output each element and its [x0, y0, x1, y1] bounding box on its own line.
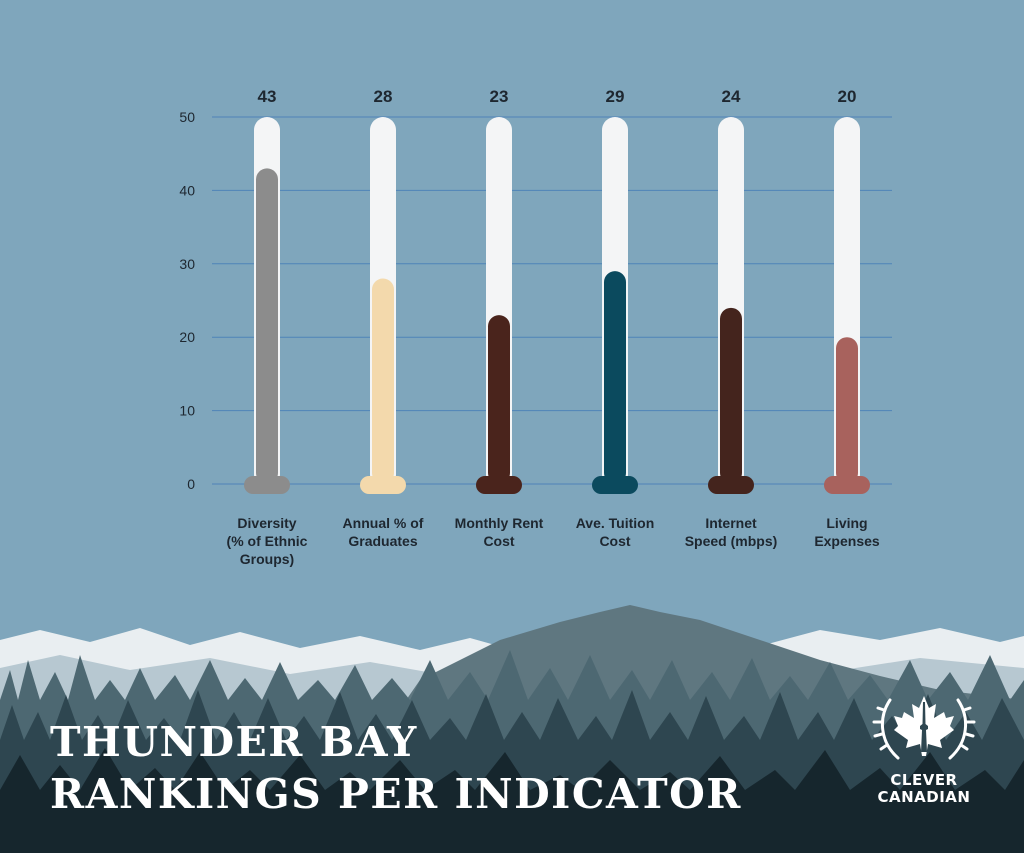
data-label: 23: [490, 87, 509, 106]
bar: [720, 307, 742, 484]
gridlines: [212, 116, 892, 485]
brand-line-2: CANADIAN: [877, 788, 971, 806]
category-label-line: Internet: [705, 515, 757, 531]
data-label: 24: [722, 87, 741, 106]
category-label-line: Monthly Rent: [455, 515, 544, 531]
bar: [488, 315, 510, 484]
data-label: 28: [374, 87, 393, 106]
bar: [256, 168, 278, 484]
clever-canadian-logo: [872, 696, 976, 760]
mountain-landscape: [0, 605, 1024, 853]
category-label: Internet Speed (mbps): [685, 515, 778, 549]
data-label: 20: [838, 87, 857, 106]
bar-base: [476, 476, 522, 494]
category-label-line: Speed (mbps): [685, 533, 778, 549]
y-tick-label: 30: [179, 256, 195, 272]
bar: [604, 271, 626, 484]
y-tick-label: 0: [187, 476, 195, 492]
category-label-line: Ave. Tuition: [576, 515, 655, 531]
bar-base: [708, 476, 754, 494]
category-label: Annual % of Graduates: [343, 515, 424, 549]
brand-name: CLEVER CANADIAN: [868, 772, 980, 806]
category-label-line: Diversity: [237, 515, 296, 531]
category-label-line: Living: [826, 515, 867, 531]
infographic-title: THUNDER BAY RANKINGS PER INDICATOR: [50, 716, 742, 820]
bar: [836, 337, 858, 484]
category-labels: Diversity (% of Ethnic Groups) Annual % of G…: [227, 515, 880, 567]
category-label: Ave. Tuition Cost: [576, 515, 655, 549]
foreground-forest: [0, 748, 1024, 853]
cn-tower-icon: [920, 702, 928, 752]
category-label: Diversity (% of Ethnic Groups): [227, 515, 308, 567]
title-line-2: RANKINGS PER INDICATOR: [50, 770, 742, 818]
bar-base: [244, 476, 290, 494]
bar-base: [824, 476, 870, 494]
category-label-line: Expenses: [814, 533, 880, 549]
bar-base: [592, 476, 638, 494]
title-line-1: THUNDER BAY: [50, 718, 418, 766]
thermometer-bar-chart: 0 10 20 30 40 50 43 28 23 29 24 20 Diversity (% of …: [179, 87, 892, 567]
brand-line-1: CLEVER: [890, 771, 958, 789]
category-label-line: Graduates: [348, 533, 417, 549]
category-label-line: Cost: [483, 533, 514, 549]
bar: [372, 278, 394, 484]
category-label: Living Expenses: [814, 515, 880, 549]
y-tick-label: 20: [179, 329, 195, 345]
category-label-line: Annual % of: [343, 515, 424, 531]
y-tick-label: 40: [179, 182, 195, 198]
value-labels: 43 28 23 29 24 20: [258, 87, 857, 106]
y-tick-label: 10: [179, 403, 195, 419]
laurel-icon: [872, 698, 976, 760]
data-label: 43: [258, 87, 277, 106]
data-label: 29: [606, 87, 625, 106]
y-tick-label: 50: [179, 109, 195, 125]
y-axis-ticks: 0 10 20 30 40 50: [179, 109, 195, 492]
category-label-line: Groups): [240, 551, 294, 567]
category-label-line: Cost: [599, 533, 630, 549]
category-label-line: (% of Ethnic: [227, 533, 308, 549]
category-label: Monthly Rent Cost: [455, 515, 544, 549]
bar-base: [360, 476, 406, 494]
bars: [244, 117, 870, 494]
